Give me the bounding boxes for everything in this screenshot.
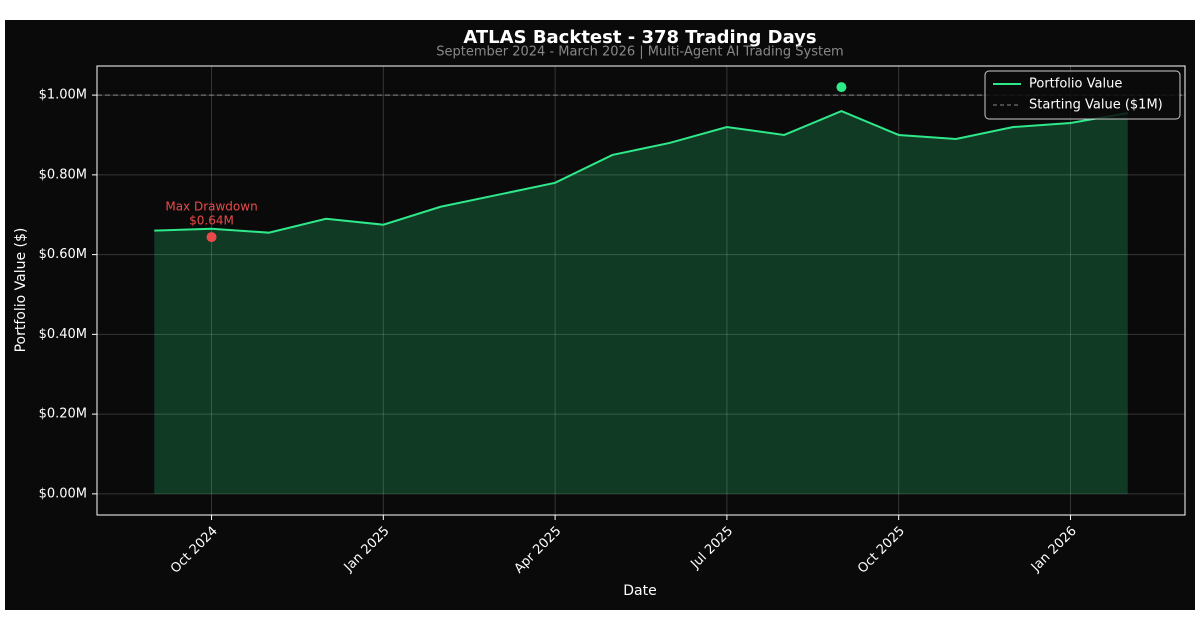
legend-label: Starting Value ($1M) <box>1029 98 1163 113</box>
peak-marker <box>836 82 847 93</box>
y-tick-label: $0.00M <box>39 486 87 501</box>
y-tick-label: $0.80M <box>39 167 87 182</box>
legend-box <box>984 70 1181 120</box>
y-axis-label: Portfolio Value ($) <box>13 228 29 353</box>
x-axis-label: Date <box>623 583 656 599</box>
plot-frame <box>96 65 1186 516</box>
y-tick-label: $0.60M <box>39 247 87 262</box>
y-tick-label: $1.00M <box>39 88 87 103</box>
drawdown-marker <box>206 232 217 243</box>
line <box>154 109 1128 234</box>
area <box>154 111 1128 494</box>
y-tick-label: $0.40M <box>39 327 87 342</box>
annotation-title: Max Drawdown <box>165 200 257 214</box>
legend-label: Portfolio Value <box>1029 77 1122 92</box>
chart-title: ATLAS Backtest - 378 Trading Days <box>463 27 816 48</box>
annotation-value: $0.64M <box>189 214 234 228</box>
chart-subtitle: September 2024 - March 2026 | Multi-Agen… <box>436 45 843 60</box>
y-tick-label: $0.20M <box>39 407 87 422</box>
